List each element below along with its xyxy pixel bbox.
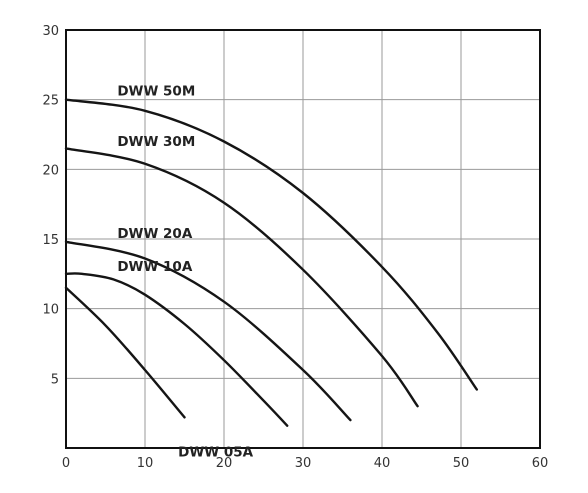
y-tick-label: 15 xyxy=(42,233,59,248)
x-tick-label: 50 xyxy=(453,456,470,471)
x-tick-label: 10 xyxy=(137,456,154,471)
x-tick-label: 40 xyxy=(374,456,391,471)
series-line-dww-10a xyxy=(64,272,289,427)
y-tick-label: 30 xyxy=(42,24,59,39)
y-tick-label: 25 xyxy=(42,94,59,109)
series-label-dww-50m: DWW 50M xyxy=(117,84,195,100)
series-label-dww-10a: DWW 10A xyxy=(117,259,192,275)
x-tick-label: 20 xyxy=(216,456,233,471)
plot-frame xyxy=(65,29,541,449)
y-tick-label: 20 xyxy=(42,163,59,178)
series-line-dww-30m xyxy=(64,147,419,408)
x-tick-label: 30 xyxy=(295,456,312,471)
x-tick-label: 0 xyxy=(62,456,70,471)
series-label-dww-05a: DWW 05A xyxy=(178,445,253,461)
series-label-dww-20a: DWW 20A xyxy=(117,226,192,242)
y-tick-label: 5 xyxy=(51,372,59,387)
series-line-dww-05a xyxy=(64,286,186,419)
x-tick-label: 60 xyxy=(532,456,549,471)
series-line-dww-50m xyxy=(64,98,478,391)
tick-layer: 0 10 20 30 40 50 60 5 10 15 20 25 30 xyxy=(42,24,548,471)
grid-layer xyxy=(66,30,540,448)
y-tick-label: 10 xyxy=(42,303,59,318)
series-line-dww-20a xyxy=(64,240,352,422)
label-layer: DWW 50M DWW 30M DWW 20A DWW 10A DWW 05A xyxy=(117,84,253,461)
curve-layer xyxy=(64,98,478,427)
series-label-dww-30m: DWW 30M xyxy=(117,134,195,150)
